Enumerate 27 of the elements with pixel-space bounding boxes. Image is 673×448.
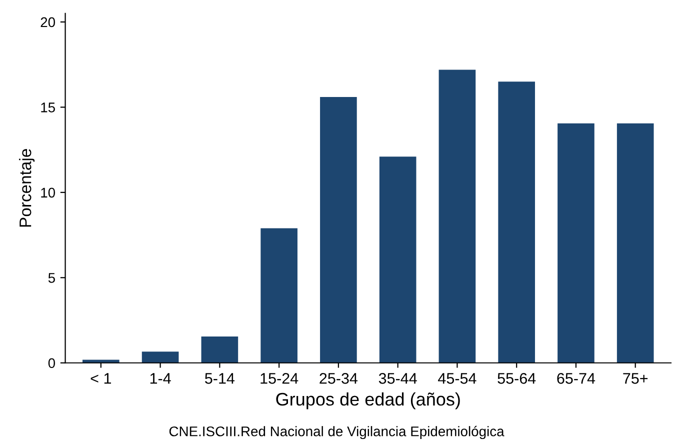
bar [498,82,535,363]
x-tick-label: 75+ [623,373,648,384]
y-tick-label: 0 [48,358,56,368]
text: CNE.ISCIII.Red Nacional de Vigilancia Epidemiológica [169,426,504,440]
x-tick-label: 25-34 [320,373,358,384]
x-tick-label: 65-74 [557,373,596,384]
x-tick-label: < 1 [90,373,111,384]
y-axis-title: Porcentaje [19,149,35,227]
x-tick-label: 35-44 [378,373,417,384]
bar [558,123,594,363]
bar [260,228,298,363]
x-tick-label: 5-14 [205,373,235,384]
bar [379,156,416,363]
bar [142,352,179,363]
y-tick-label: 10 [41,188,56,198]
x-axis-title: Grupos de edad (años) [276,392,460,410]
bar [201,336,238,363]
bar [438,70,476,363]
y-tick-label: 15 [41,102,55,112]
bar [320,96,357,363]
bar [616,123,654,363]
x-tick-label: 15-24 [260,373,298,384]
y-tick-label: 20 [40,17,56,28]
x-tick-label: 45-54 [438,373,476,384]
x-tick-label: 1-4 [150,373,171,384]
y-tick-label: 5 [48,273,55,283]
x-tick-label: 55-64 [498,373,536,384]
